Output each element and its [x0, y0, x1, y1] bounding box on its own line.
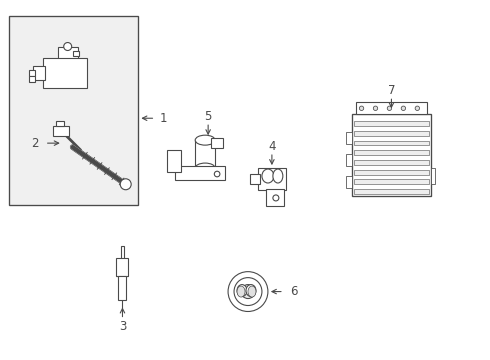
Bar [56, 121, 64, 126]
Ellipse shape [273, 169, 283, 183]
Text: 3: 3 [119, 320, 126, 333]
Circle shape [359, 106, 364, 111]
Circle shape [415, 106, 419, 111]
Bar [29, 71, 35, 76]
Ellipse shape [195, 135, 215, 145]
Bar [354, 179, 429, 184]
Bar [354, 170, 429, 175]
Circle shape [64, 42, 72, 50]
Ellipse shape [246, 285, 256, 297]
Bar [121, 246, 124, 260]
Bar [354, 160, 429, 165]
Bar [345, 154, 352, 166]
Ellipse shape [237, 286, 245, 297]
Circle shape [214, 171, 220, 177]
Text: 7: 7 [388, 84, 395, 97]
Circle shape [241, 285, 255, 298]
Bar [58, 46, 77, 60]
Circle shape [373, 106, 378, 111]
Bar [175, 166, 225, 180]
Bar [250, 174, 260, 184]
Circle shape [387, 106, 392, 111]
Bar [119, 276, 126, 300]
Bar [354, 189, 429, 194]
Bar [356, 102, 427, 114]
Ellipse shape [237, 285, 247, 297]
Bar [9, 15, 138, 205]
Bar [258, 168, 286, 190]
Text: 1: 1 [159, 112, 167, 125]
Bar [345, 132, 352, 144]
Bar [354, 131, 429, 136]
Circle shape [234, 278, 262, 306]
Bar [211, 138, 223, 148]
Bar [117, 258, 128, 276]
Bar [354, 140, 429, 145]
Ellipse shape [195, 163, 215, 173]
Bar [73, 50, 78, 57]
Text: 4: 4 [268, 140, 276, 153]
Bar [167, 150, 181, 172]
Bar [431, 168, 435, 184]
Circle shape [273, 195, 279, 201]
Bar [53, 126, 69, 136]
Bar [29, 76, 35, 82]
Circle shape [120, 179, 131, 190]
Bar [195, 140, 215, 168]
Bar [354, 121, 429, 126]
Bar [266, 189, 284, 206]
Ellipse shape [262, 169, 274, 183]
Text: 6: 6 [290, 285, 297, 298]
Circle shape [401, 106, 406, 111]
Bar [352, 114, 431, 196]
Text: 5: 5 [204, 110, 212, 123]
Text: 2: 2 [31, 137, 39, 150]
Bar [345, 176, 352, 188]
Circle shape [228, 272, 268, 311]
Bar [33, 67, 45, 80]
Ellipse shape [248, 286, 256, 297]
Bar [43, 58, 87, 88]
Bar [354, 150, 429, 155]
